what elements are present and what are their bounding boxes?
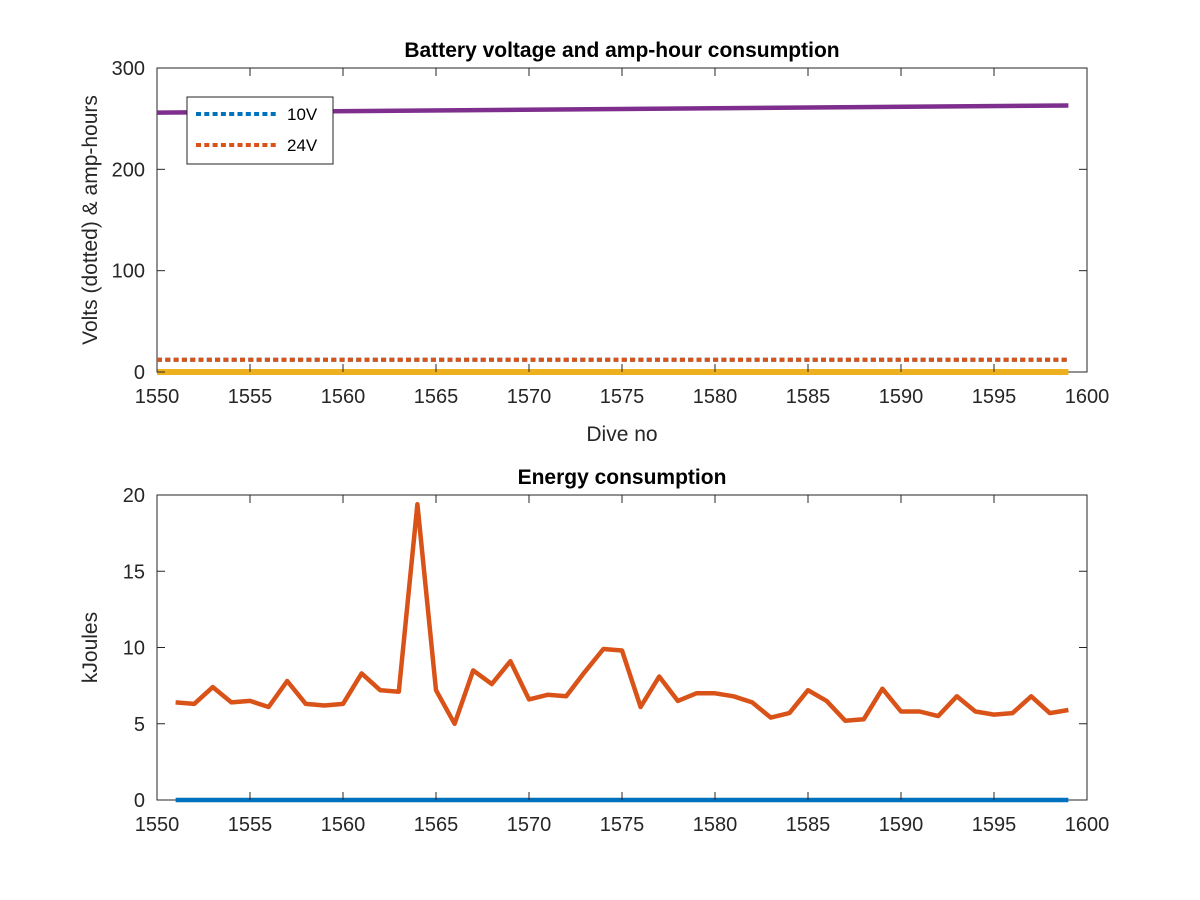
x-tick-label: 1570 (507, 386, 552, 408)
x-tick-label: 1590 (879, 386, 924, 408)
legend: 10V 24V (186, 96, 334, 165)
chart-panel-2: 1550 1555 1560 1565 1570 1575 1580 1585 1590 1595… (79, 466, 1109, 836)
x-tick-label: 1580 (693, 386, 738, 408)
y-tick-label: 5 (134, 714, 145, 736)
x-tick-label: 1585 (786, 814, 831, 836)
x-tick-label: 1575 (600, 814, 645, 836)
y-tick-label: 20 (123, 485, 145, 507)
x-tick-label: 1570 (507, 814, 552, 836)
x-tick-label: 1555 (228, 814, 273, 836)
legend-label-24v: 24V (287, 136, 318, 155)
x-tick-label: 1580 (693, 814, 738, 836)
y-tick-label: 0 (134, 362, 145, 384)
chart-title: Battery voltage and amp-hour consumption (404, 39, 839, 62)
x-tick-label: 1550 (135, 814, 180, 836)
x-tick-label: 1575 (600, 386, 645, 408)
y-axis-label: Volts (dotted) & amp-hours (79, 95, 102, 345)
x-tick-label: 1565 (414, 814, 459, 836)
x-tick-label: 1600 (1065, 386, 1110, 408)
y-tick-label: 0 (134, 790, 145, 812)
chart-title: Energy consumption (518, 466, 727, 489)
x-tick-label: 1595 (972, 386, 1017, 408)
x-tick-label: 1565 (414, 386, 459, 408)
x-tick-label: 1585 (786, 386, 831, 408)
legend-label-10v: 10V (287, 105, 318, 124)
y-axis-label: kJoules (79, 612, 102, 683)
series-line-2 (175, 501, 1069, 727)
x-axis-label: Dive no (586, 423, 657, 446)
y-tick-label: 300 (112, 58, 145, 80)
x-tick-label: 1555 (228, 386, 273, 408)
y-tick-label: 100 (112, 261, 145, 283)
chart-panel-1: 1550 1555 1560 1565 1570 1575 1580 1585 1590 1595… (79, 39, 1109, 446)
plot-area (156, 494, 1088, 801)
x-tick-label: 1550 (135, 386, 180, 408)
y-tick-label: 10 (123, 638, 145, 660)
legend-box (186, 96, 334, 165)
y-tick-label: 200 (112, 159, 145, 181)
y-tick-label: 15 (123, 561, 145, 583)
x-tick-label: 1560 (321, 814, 366, 836)
x-tick-label: 1590 (879, 814, 924, 836)
x-tick-label: 1560 (321, 386, 366, 408)
x-tick-label: 1600 (1065, 814, 1110, 836)
x-tick-label: 1595 (972, 814, 1017, 836)
